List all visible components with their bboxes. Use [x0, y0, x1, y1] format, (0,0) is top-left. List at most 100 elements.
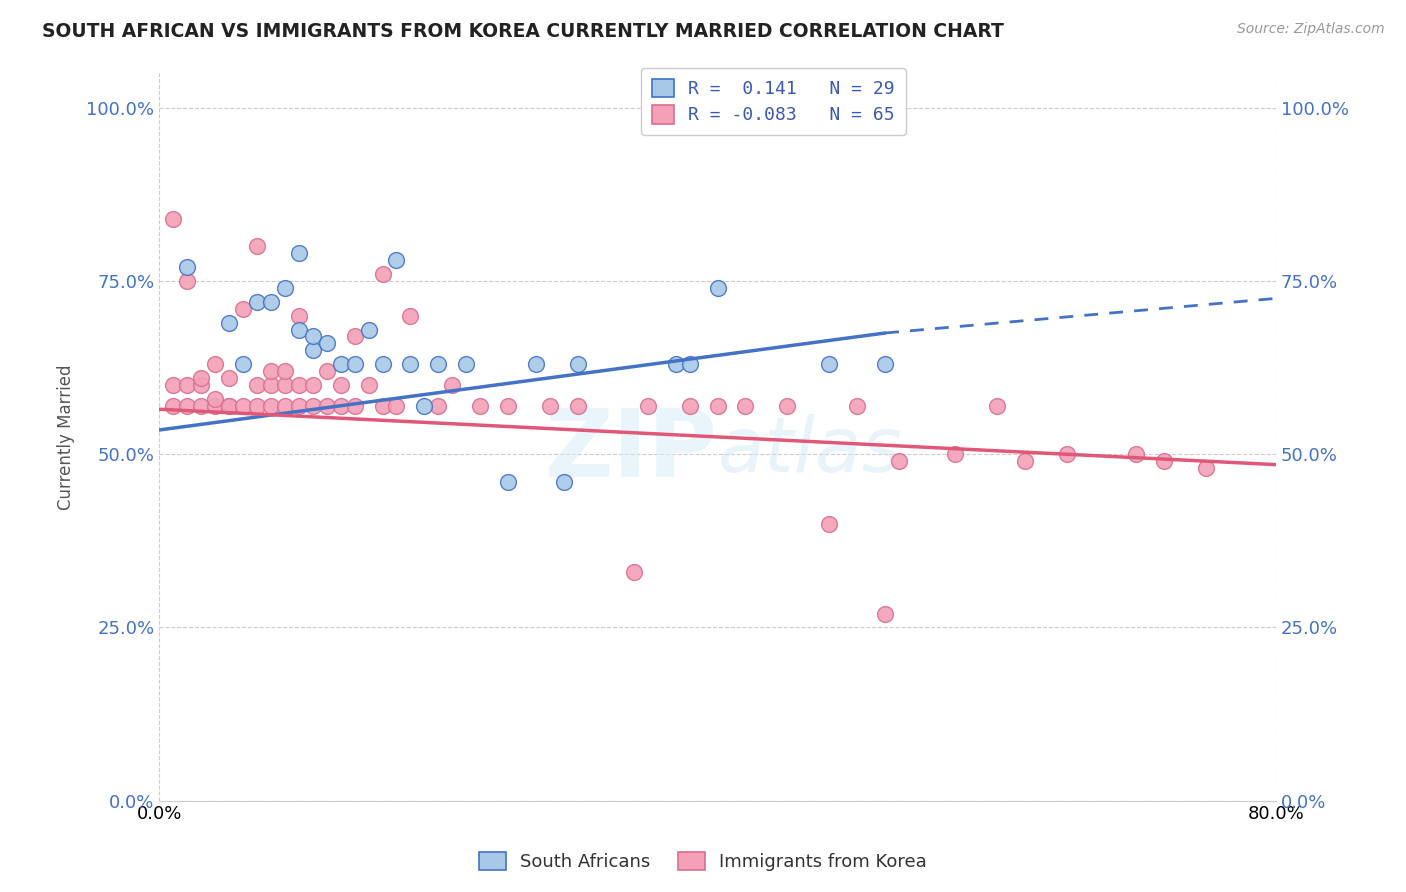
Y-axis label: Currently Married: Currently Married — [58, 364, 75, 509]
Point — [343, 329, 366, 343]
Legend: South Africans, Immigrants from Korea: South Africans, Immigrants from Korea — [471, 846, 935, 879]
Point — [637, 399, 659, 413]
Point — [204, 357, 226, 371]
Point — [706, 399, 728, 413]
Point — [287, 399, 309, 413]
Point — [162, 211, 184, 226]
Point — [1125, 447, 1147, 461]
Point — [887, 454, 910, 468]
Point — [162, 378, 184, 392]
Point — [162, 399, 184, 413]
Legend: R =  0.141   N = 29, R = -0.083   N = 65: R = 0.141 N = 29, R = -0.083 N = 65 — [641, 68, 905, 136]
Point — [287, 309, 309, 323]
Point — [260, 399, 283, 413]
Point — [846, 399, 869, 413]
Text: Source: ZipAtlas.com: Source: ZipAtlas.com — [1237, 22, 1385, 37]
Point — [274, 364, 297, 378]
Point — [427, 399, 450, 413]
Point — [301, 343, 323, 358]
Point — [301, 329, 323, 343]
Point — [470, 399, 492, 413]
Point — [1014, 454, 1036, 468]
Point — [204, 399, 226, 413]
Point — [986, 399, 1008, 413]
Point — [274, 399, 297, 413]
Point — [357, 378, 380, 392]
Point — [315, 399, 337, 413]
Point — [315, 364, 337, 378]
Point — [873, 607, 896, 621]
Point — [176, 274, 198, 288]
Text: SOUTH AFRICAN VS IMMIGRANTS FROM KOREA CURRENTLY MARRIED CORRELATION CHART: SOUTH AFRICAN VS IMMIGRANTS FROM KOREA C… — [42, 22, 1004, 41]
Point — [623, 565, 645, 579]
Point — [246, 399, 269, 413]
Point — [232, 399, 254, 413]
Point — [287, 378, 309, 392]
Point — [427, 357, 450, 371]
Point — [218, 316, 240, 330]
Point — [274, 281, 297, 295]
Point — [567, 357, 589, 371]
Point — [385, 253, 408, 268]
Point — [706, 281, 728, 295]
Point — [665, 357, 688, 371]
Point — [190, 399, 212, 413]
Point — [385, 399, 408, 413]
Point — [1153, 454, 1175, 468]
Point — [567, 399, 589, 413]
Point — [218, 399, 240, 413]
Text: ZIP: ZIP — [544, 406, 717, 498]
Point — [553, 475, 575, 489]
Point — [287, 322, 309, 336]
Point — [524, 357, 547, 371]
Point — [456, 357, 478, 371]
Point — [818, 357, 841, 371]
Point — [1195, 461, 1218, 475]
Point — [678, 399, 700, 413]
Point — [218, 371, 240, 385]
Text: atlas: atlas — [717, 415, 903, 489]
Point — [329, 399, 352, 413]
Point — [1056, 447, 1078, 461]
Point — [315, 336, 337, 351]
Point — [371, 357, 394, 371]
Point — [399, 357, 422, 371]
Point — [399, 309, 422, 323]
Point — [818, 516, 841, 531]
Point — [776, 399, 799, 413]
Point — [441, 378, 464, 392]
Point — [873, 357, 896, 371]
Point — [260, 364, 283, 378]
Point — [204, 392, 226, 406]
Point — [260, 378, 283, 392]
Point — [329, 378, 352, 392]
Point — [678, 357, 700, 371]
Point — [343, 399, 366, 413]
Point — [734, 399, 756, 413]
Point — [371, 399, 394, 413]
Point — [190, 378, 212, 392]
Point — [246, 378, 269, 392]
Point — [413, 399, 436, 413]
Point — [496, 399, 519, 413]
Point — [246, 294, 269, 309]
Point — [943, 447, 966, 461]
Point — [287, 246, 309, 260]
Point — [232, 301, 254, 316]
Point — [176, 399, 198, 413]
Point — [496, 475, 519, 489]
Point — [329, 357, 352, 371]
Point — [176, 378, 198, 392]
Point — [538, 399, 561, 413]
Point — [190, 371, 212, 385]
Point — [218, 399, 240, 413]
Point — [232, 357, 254, 371]
Point — [357, 322, 380, 336]
Point — [260, 294, 283, 309]
Point — [371, 267, 394, 281]
Point — [343, 357, 366, 371]
Point — [301, 399, 323, 413]
Point — [246, 239, 269, 253]
Point — [176, 260, 198, 275]
Point — [274, 378, 297, 392]
